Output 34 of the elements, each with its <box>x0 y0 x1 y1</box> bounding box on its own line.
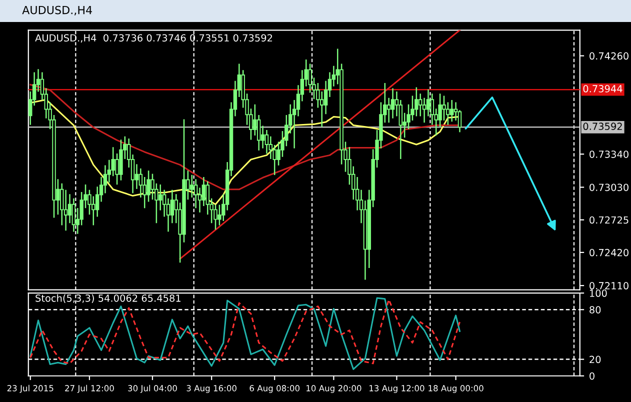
y-tick-label: 0.72420 <box>590 248 628 256</box>
candlestick <box>194 179 198 208</box>
x-tick-label: 18 Aug 00:00 <box>428 385 484 393</box>
y-tick-label: 80 <box>590 306 601 314</box>
chart-title: Stoch(5,3,3) 54.0062 65.4581 <box>36 294 180 303</box>
y-tick-label: 0.74260 <box>590 52 628 60</box>
candlestick <box>450 100 454 122</box>
ref-line-label: 0.73592 <box>583 122 622 130</box>
x-tick-label: 10 Aug 20:00 <box>306 385 362 393</box>
chart-title: AUDUSD.,H4 0.73736 0.73746 0.73551 0.73592 <box>35 34 272 43</box>
y-tick-label: 0.72725 <box>590 216 628 224</box>
y-tick-label: 0.73340 <box>590 150 628 158</box>
x-tick-label: 13 Aug 12:00 <box>370 385 424 393</box>
candlestick <box>442 96 446 121</box>
y-tick-label: 0.72110 <box>590 282 628 290</box>
candlestick <box>414 87 418 116</box>
y-tick-label: 0.73030 <box>590 184 628 192</box>
x-tick-label: 23 Jul 2015 <box>7 384 54 393</box>
candlestick <box>390 88 395 118</box>
ref-line-label: 0.73944 <box>583 85 622 92</box>
x-tick-label: 3 Aug 16:00 <box>186 385 236 393</box>
candlestick <box>72 198 76 232</box>
candlestick <box>190 174 194 198</box>
candlestick <box>422 98 426 123</box>
candlestick <box>386 98 391 123</box>
y-tick-label: 0 <box>590 372 594 380</box>
candlestick <box>158 184 162 210</box>
text: AUDUSD.,H4 <box>22 6 92 16</box>
y-tick-label: 20 <box>590 356 601 364</box>
x-tick-label: 30 Jul 04:00 <box>128 384 177 393</box>
x-tick-label: 6 Aug 08:00 <box>250 385 300 393</box>
line-series <box>30 84 461 190</box>
y-tick-label: 100 <box>590 290 607 297</box>
x-tick-label: 27 Jul 12:00 <box>65 384 114 393</box>
